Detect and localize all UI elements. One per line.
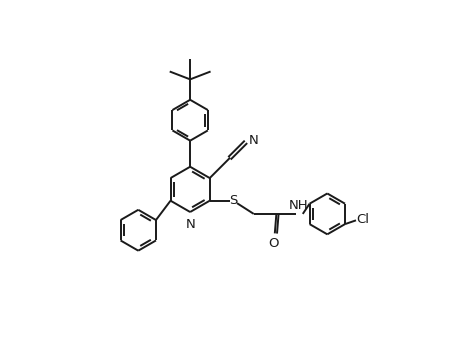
Text: O: O	[268, 237, 278, 250]
Text: N: N	[249, 135, 258, 147]
Text: NH: NH	[289, 199, 309, 212]
Text: Cl: Cl	[357, 213, 369, 226]
Text: S: S	[229, 194, 238, 207]
Text: N: N	[185, 218, 195, 231]
